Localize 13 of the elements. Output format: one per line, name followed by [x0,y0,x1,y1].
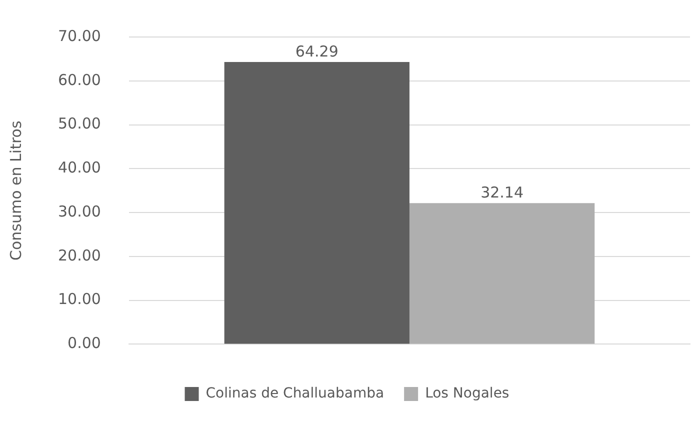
y-tick-label: 20.00 [58,246,101,264]
data-label: 32.14 [480,184,524,202]
legend-label: Colinas de Challuabamba [206,386,384,402]
y-tick-label: 30.00 [58,202,101,220]
y-axis-title: Consumo en Litros [6,120,25,260]
data-label: 64.29 [295,42,338,60]
y-tick-label: 0.00 [68,334,101,352]
y-tick-label: 70.00 [58,26,101,45]
y-tick-label: 50.00 [58,114,101,133]
y-tick-label: 40.00 [58,158,101,177]
y-tick-label: 10.00 [58,290,101,308]
legend-label: Los Nogales [425,386,510,402]
y-tick-label: 60.00 [58,70,101,89]
